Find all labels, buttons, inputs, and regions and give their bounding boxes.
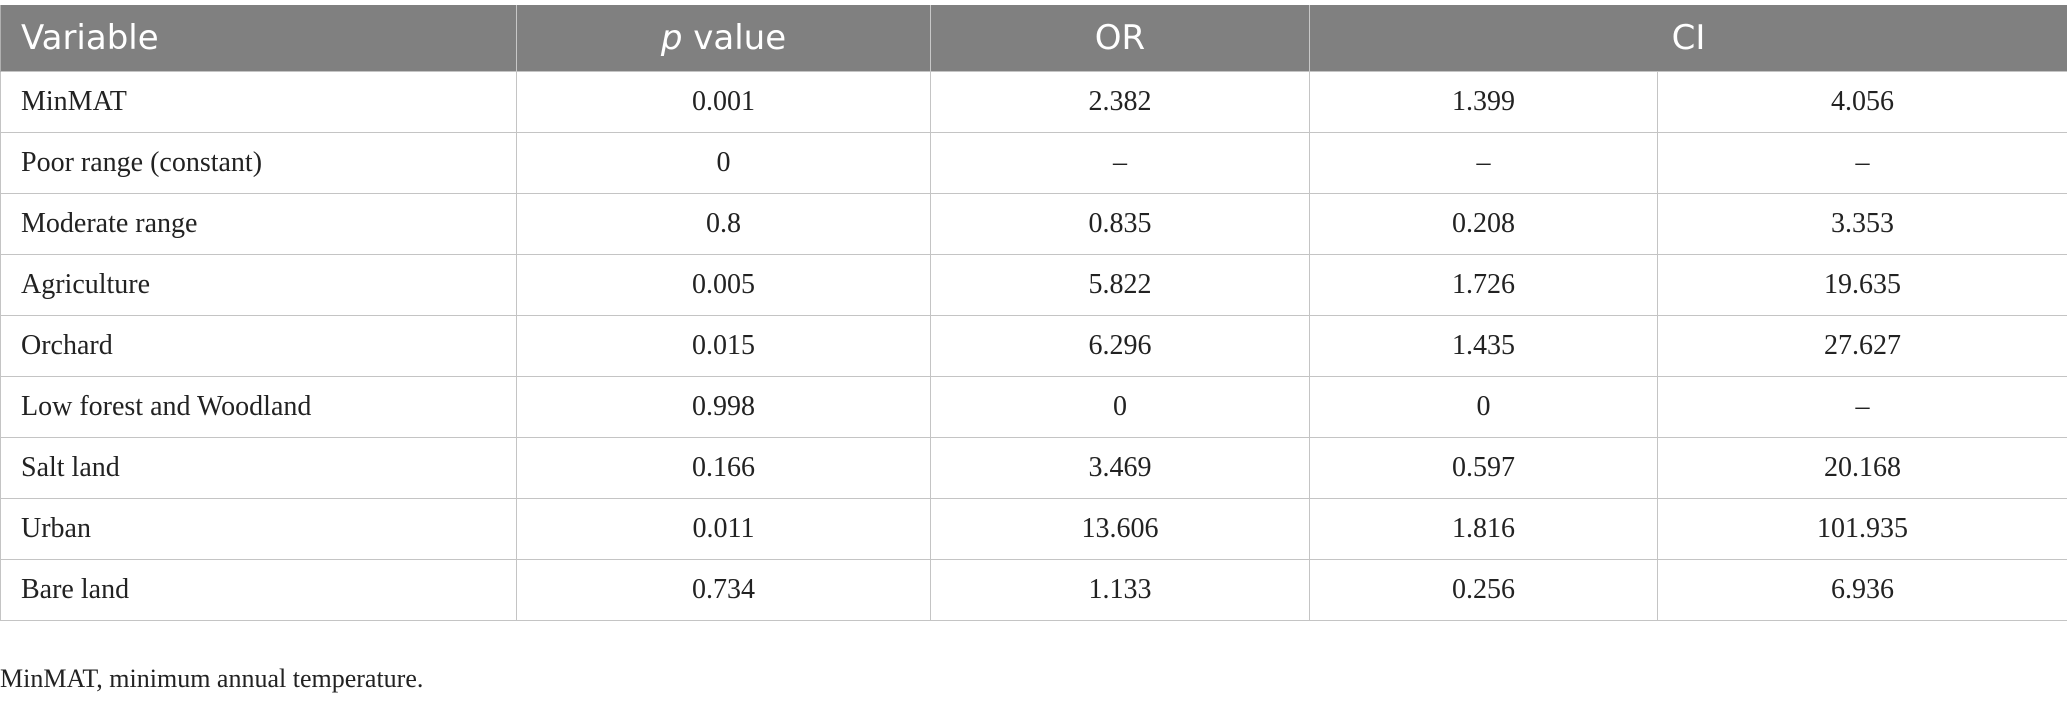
cell-p-value: 0.001: [516, 71, 931, 133]
cell-variable: Low forest and Woodland: [0, 376, 517, 438]
table-row: Moderate range 0.8 0.835 0.208 3.353: [0, 193, 2067, 255]
header-p-value: p value: [516, 5, 931, 72]
cell-or: 3.469: [930, 437, 1310, 499]
cell-variable: Bare land: [0, 559, 517, 621]
cell-p-value: 0.8: [516, 193, 931, 255]
cell-p-value: 0.734: [516, 559, 931, 621]
table-row: Poor range (constant) 0 – – –: [0, 132, 2067, 194]
table-row: Bare land 0.734 1.133 0.256 6.936: [0, 559, 2067, 621]
cell-or: 13.606: [930, 498, 1310, 560]
cell-variable: Agriculture: [0, 254, 517, 316]
cell-or: 0.835: [930, 193, 1310, 255]
cell-ci-high: 27.627: [1657, 315, 2067, 377]
cell-ci-low: 0.597: [1309, 437, 1658, 499]
table-header-row: Variable p value OR CI: [0, 5, 2067, 72]
cell-ci-low: –: [1309, 132, 1658, 194]
header-p-italic: p: [660, 18, 683, 58]
table-row: Agriculture 0.005 5.822 1.726 19.635: [0, 254, 2067, 316]
cell-ci-low: 1.816: [1309, 498, 1658, 560]
cell-ci-high: 101.935: [1657, 498, 2067, 560]
cell-ci-low: 1.435: [1309, 315, 1658, 377]
header-ci: CI: [1309, 5, 2067, 72]
cell-p-value: 0.998: [516, 376, 931, 438]
cell-variable: Poor range (constant): [0, 132, 517, 194]
cell-p-value: 0.005: [516, 254, 931, 316]
cell-or: 1.133: [930, 559, 1310, 621]
table-row: Salt land 0.166 3.469 0.597 20.168: [0, 437, 2067, 499]
cell-variable: Urban: [0, 498, 517, 560]
cell-ci-high: 20.168: [1657, 437, 2067, 499]
table-row: Urban 0.011 13.606 1.816 101.935: [0, 498, 2067, 560]
header-or: OR: [930, 5, 1310, 72]
cell-variable: MinMAT: [0, 71, 517, 133]
table-row: Orchard 0.015 6.296 1.435 27.627: [0, 315, 2067, 377]
cell-variable: Salt land: [0, 437, 517, 499]
regression-results-table: Variable p value OR CI MinMAT 0.001 2.38…: [0, 5, 2067, 621]
cell-or: 2.382: [930, 71, 1310, 133]
cell-ci-low: 1.726: [1309, 254, 1658, 316]
cell-ci-low: 0.256: [1309, 559, 1658, 621]
table-footnote: MinMAT, minimum annual temperature.: [0, 664, 424, 693]
cell-ci-high: 4.056: [1657, 71, 2067, 133]
cell-ci-high: 19.635: [1657, 254, 2067, 316]
cell-or: –: [930, 132, 1310, 194]
cell-ci-low: 0.208: [1309, 193, 1658, 255]
cell-p-value: 0.015: [516, 315, 931, 377]
table-row: Low forest and Woodland 0.998 0 0 –: [0, 376, 2067, 438]
cell-or: 5.822: [930, 254, 1310, 316]
cell-p-value: 0: [516, 132, 931, 194]
header-p-rest: value: [682, 18, 787, 58]
cell-ci-high: 3.353: [1657, 193, 2067, 255]
header-variable: Variable: [0, 5, 517, 72]
cell-p-value: 0.011: [516, 498, 931, 560]
cell-ci-high: –: [1657, 132, 2067, 194]
cell-or: 0: [930, 376, 1310, 438]
cell-ci-high: 6.936: [1657, 559, 2067, 621]
cell-ci-low: 1.399: [1309, 71, 1658, 133]
cell-ci-high: –: [1657, 376, 2067, 438]
cell-ci-low: 0: [1309, 376, 1658, 438]
table-row: MinMAT 0.001 2.382 1.399 4.056: [0, 71, 2067, 133]
cell-p-value: 0.166: [516, 437, 931, 499]
data-table-container: Variable p value OR CI MinMAT 0.001 2.38…: [0, 5, 2067, 621]
cell-or: 6.296: [930, 315, 1310, 377]
cell-variable: Orchard: [0, 315, 517, 377]
cell-variable: Moderate range: [0, 193, 517, 255]
